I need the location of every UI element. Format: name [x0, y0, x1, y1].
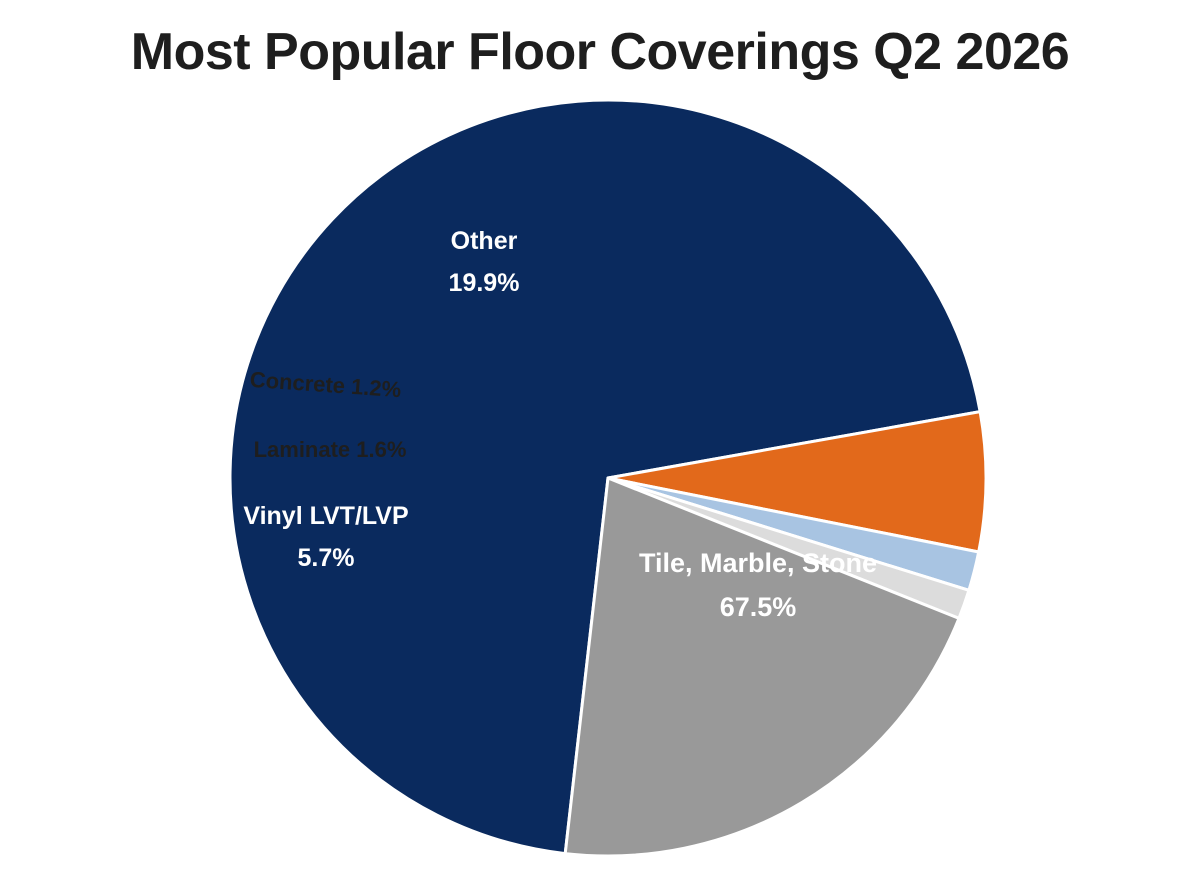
slice-label-tile-marble-stone: Tile, Marble, Stone 67.5% — [639, 548, 877, 622]
slices-layer — [228, 98, 988, 858]
slice-value-label: 67.5% — [720, 592, 797, 622]
pie-slice-vinyl-lvt-lvp — [606, 410, 988, 554]
slice-name-label: Vinyl LVT/LVP — [243, 502, 408, 530]
slice-value-label: 5.7% — [298, 544, 355, 572]
slice-value-label: 19.9% — [449, 269, 520, 297]
slice-name-label: Other — [451, 227, 518, 255]
slice-label-other: Other 19.9% — [449, 227, 520, 297]
slice-name-value-label: Laminate 1.6% — [254, 437, 407, 462]
pie-slice-other — [563, 476, 961, 858]
slice-name-label: Tile, Marble, Stone — [639, 548, 877, 578]
chart-title: Most Popular Floor Coverings Q2 2026 — [130, 23, 1070, 81]
slice-label-vinyl-lvt-lvp: Vinyl LVT/LVP 5.7% — [243, 502, 408, 572]
pie-slice-tile-marble-stone — [228, 98, 982, 856]
slice-label-laminate: Laminate 1.6% — [254, 437, 407, 462]
